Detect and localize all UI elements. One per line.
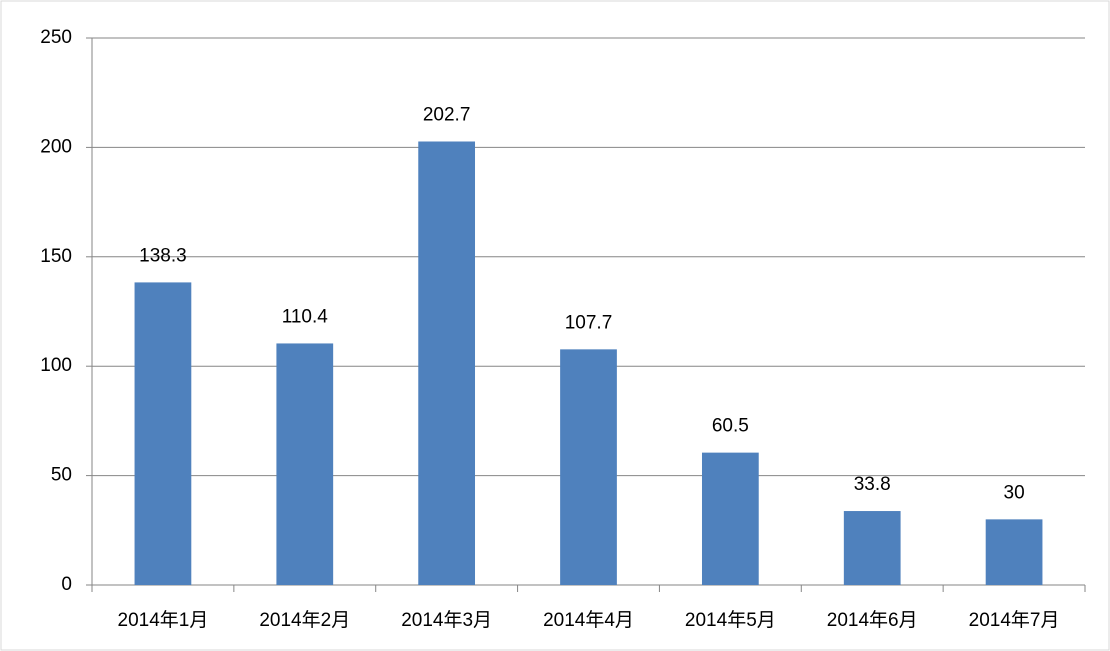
x-tick-label: 2014年2月 <box>259 609 350 631</box>
bar <box>701 452 759 585</box>
bar <box>276 343 334 585</box>
x-tick-label: 2014年6月 <box>827 609 918 631</box>
data-label: 107.7 <box>565 312 613 333</box>
y-tick-label: 250 <box>40 27 72 48</box>
x-tick-label: 2014年5月 <box>685 609 776 631</box>
data-label: 202.7 <box>423 105 471 126</box>
y-tick-label: 150 <box>40 246 72 267</box>
y-tick-label: 200 <box>40 136 72 157</box>
bar <box>134 282 192 585</box>
x-tick-label: 2014年4月 <box>543 609 634 631</box>
x-tick-label: 2014年3月 <box>401 609 492 631</box>
data-label: 138.3 <box>139 245 187 266</box>
bar <box>560 349 617 585</box>
data-label: 30 <box>1004 482 1025 503</box>
bar <box>418 141 476 585</box>
data-label: 60.5 <box>712 416 749 437</box>
y-tick-label: 100 <box>40 355 72 376</box>
bar <box>843 511 901 585</box>
y-tick-label: 50 <box>51 465 72 486</box>
data-label: 33.8 <box>854 474 891 495</box>
x-tick-label: 2014年7月 <box>969 609 1060 631</box>
bar <box>985 519 1043 585</box>
data-label: 110.4 <box>282 306 329 327</box>
x-tick-label: 2014年1月 <box>118 609 209 631</box>
y-tick-label: 0 <box>61 574 72 595</box>
